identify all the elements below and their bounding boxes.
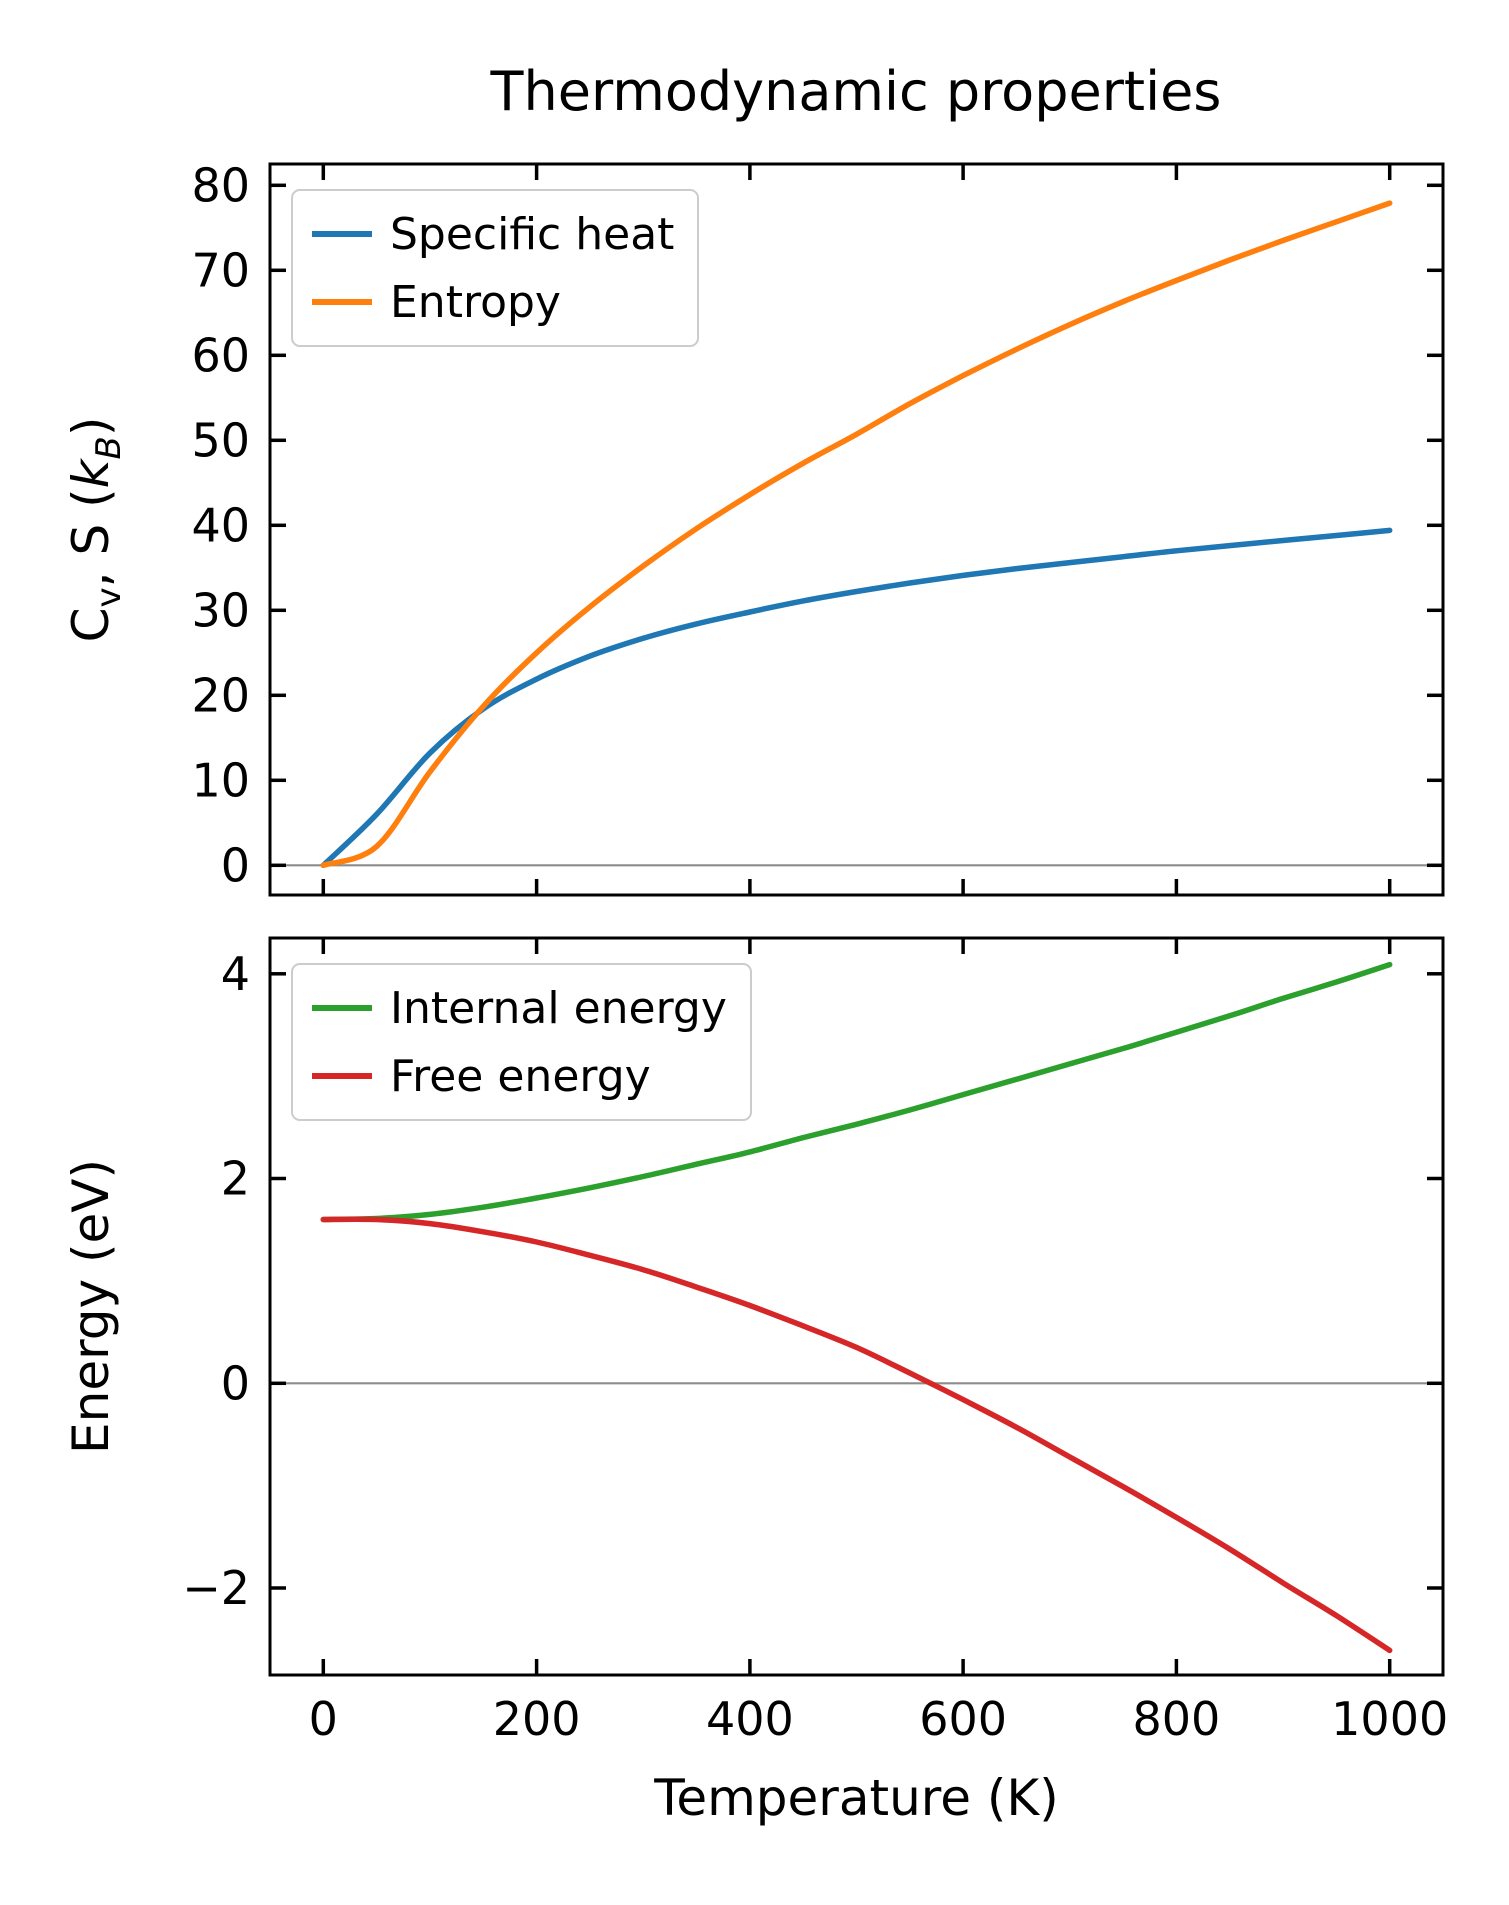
free-energy-curve xyxy=(320,1216,1393,1654)
y-tick-label: 60 xyxy=(191,328,250,382)
y-tick-label: 80 xyxy=(191,158,250,212)
internal-energy-curve xyxy=(320,961,1393,1223)
y-tick-label: 2 xyxy=(221,1152,250,1206)
legend-box xyxy=(291,189,699,347)
y-tick-label: 70 xyxy=(191,243,250,297)
x-tick-label: 200 xyxy=(493,1692,581,1746)
y-tick-label: 10 xyxy=(191,753,250,807)
y-tick-label: −2 xyxy=(182,1561,250,1615)
tick-marks xyxy=(270,938,1443,1675)
y-tick-label: 50 xyxy=(191,413,250,467)
legend-box xyxy=(291,963,752,1121)
x-tick-label: 800 xyxy=(1132,1692,1220,1746)
y-tick-label: 0 xyxy=(221,1356,250,1410)
subplot-thermal-properties: 0 10 20 30 40 50 60 70 80 Cv, S (kB) Specific heat… xyxy=(62,158,1445,897)
x-axis-label: Temperature (K) xyxy=(653,1769,1058,1827)
x-tick-label: 1000 xyxy=(1331,1692,1448,1746)
axes-spines xyxy=(268,162,1445,897)
x-tick-label: 600 xyxy=(919,1692,1007,1746)
legend: Internal energy Free energy xyxy=(291,963,752,1121)
x-tick-label: 0 xyxy=(309,1692,338,1746)
y-axis-label: Energy (eV) xyxy=(62,1159,120,1454)
entropy-curve xyxy=(320,200,1393,869)
y-tick-label: 20 xyxy=(191,668,250,722)
y-tick-label: 0 xyxy=(221,838,250,892)
y-axis-label: Cv, S (kB) xyxy=(62,417,129,643)
axes-spines xyxy=(268,936,1445,1677)
y-tick-label: 4 xyxy=(221,947,250,1001)
figure-title: Thermodynamic properties xyxy=(490,60,1222,123)
specific-heat-curve xyxy=(320,527,1393,869)
legend: Specific heat Entropy xyxy=(291,189,699,347)
legend-label: Specific heat xyxy=(390,209,674,260)
legend-label: Internal energy xyxy=(390,983,727,1034)
legend-label: Free energy xyxy=(390,1051,651,1102)
x-tick-label: 400 xyxy=(706,1692,794,1746)
subplot-energies: −2 0 2 4 0 200 400 600 800 1000 Temperature (K) Ene… xyxy=(62,936,1448,1827)
tick-marks xyxy=(270,164,1443,895)
y-tick-label: 40 xyxy=(191,498,250,552)
legend-label: Entropy xyxy=(390,277,561,328)
y-tick-label: 30 xyxy=(191,583,250,637)
